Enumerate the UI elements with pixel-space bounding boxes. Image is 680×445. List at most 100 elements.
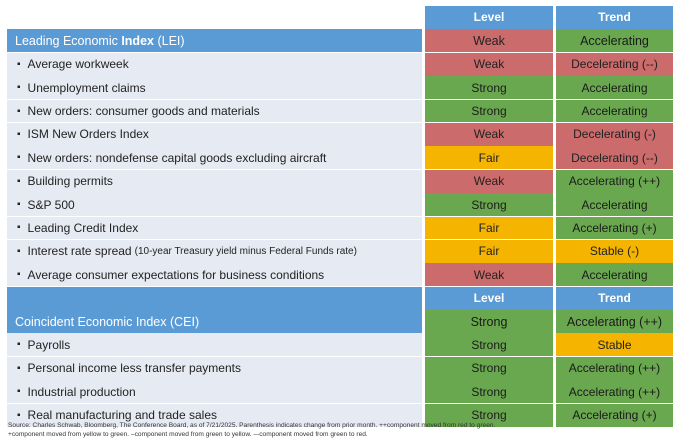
- component-trend-cell: Decelerating (--): [556, 146, 673, 170]
- component-row: ▪ Building permits Weak Accelerating (++): [7, 169, 673, 193]
- component-level-cell: Strong: [425, 356, 553, 380]
- component-row: ▪ Average consumer expectations for busin…: [7, 263, 673, 287]
- component-label-cell: ▪ Leading Credit Index: [7, 216, 422, 240]
- cei-component-rows: ▪ Payrolls Strong Stable ▪ Personal income le…: [7, 333, 673, 427]
- lei-section-row: Leading Economic Index (LEI) Weak Accele…: [7, 29, 673, 53]
- component-trend-cell: Accelerating: [556, 193, 673, 217]
- bullet-icon: ▪: [17, 409, 21, 421]
- component-level-cell: Strong: [425, 76, 553, 100]
- component-level-cell: Strong: [425, 403, 553, 427]
- component-label: Building permits: [27, 174, 113, 189]
- component-row: ▪ Interest rate spread (10-year Treasury y…: [7, 239, 673, 263]
- cei-section-row: Coincident Economic Index (CEI) Strong A…: [7, 310, 673, 333]
- component-row: ▪ ISM New Orders Index Weak Decelerating (-…: [7, 122, 673, 146]
- cei-level-cell: Strong: [425, 310, 553, 333]
- component-trend-cell: Accelerating: [556, 99, 673, 123]
- component-row: ▪ Personal income less transfer payments S…: [7, 356, 673, 380]
- bullet-icon: ▪: [17, 222, 21, 234]
- component-row: ▪ Industrial production Strong Accelerating…: [7, 380, 673, 404]
- component-label-cell: ▪ Average consumer expectations for busin…: [7, 263, 422, 287]
- cei-header-blank-cell: [7, 286, 422, 310]
- component-label: Unemployment claims: [27, 80, 146, 95]
- cei-column-header-row: Level Trend: [7, 286, 673, 310]
- component-label-cell: ▪ Average workweek: [7, 52, 422, 76]
- component-label: Interest rate spread: [27, 244, 132, 259]
- component-level-cell: Weak: [425, 122, 553, 146]
- component-row: ▪ New orders: nondefense capital goods ex…: [7, 146, 673, 170]
- component-trend-cell: Accelerating (++): [556, 380, 673, 404]
- component-row: ▪ Unemployment claims Strong Accelerating: [7, 76, 673, 100]
- component-level-cell: Strong: [425, 193, 553, 217]
- cei-trend-column-header: Trend: [556, 286, 673, 310]
- bullet-icon: ▪: [17, 82, 21, 94]
- component-label: ISM New Orders Index: [27, 127, 149, 142]
- component-trend-cell: Decelerating (-): [556, 122, 673, 146]
- component-level-cell: Fair: [425, 146, 553, 170]
- component-label-cell: ▪ ISM New Orders Index: [7, 122, 422, 146]
- bullet-icon: ▪: [17, 128, 21, 140]
- bullet-icon: ▪: [17, 386, 21, 398]
- bullet-icon: ▪: [17, 175, 21, 187]
- component-label-cell: ▪ New orders: nondefense capital goods ex…: [7, 146, 422, 170]
- component-label-cell: ▪ New orders: consumer goods and material…: [7, 99, 422, 123]
- component-trend-cell: Accelerating: [556, 263, 673, 287]
- component-level-cell: Strong: [425, 380, 553, 404]
- lei-title-suffix: (LEI): [153, 33, 185, 48]
- component-label-cell: ▪ Interest rate spread (10-year Treasury y…: [7, 239, 422, 263]
- trend-column-header: Trend: [556, 6, 673, 29]
- lei-title-bold: Index: [121, 33, 154, 48]
- bullet-icon: ▪: [17, 362, 21, 374]
- bullet-icon: ▪: [17, 245, 21, 257]
- component-trend-cell: Decelerating (--): [556, 52, 673, 76]
- component-label: Average consumer expectations for busine…: [27, 267, 325, 282]
- level-column-header: Level: [425, 6, 553, 29]
- component-trend-cell: Accelerating (++): [556, 169, 673, 193]
- component-label-cell: ▪ Unemployment claims: [7, 76, 422, 100]
- component-level-cell: Weak: [425, 263, 553, 287]
- cei-trend-cell: Accelerating (++): [556, 310, 673, 333]
- component-level-cell: Fair: [425, 216, 553, 240]
- footnote-line-1: Source: Charles Schwab, Bloomberg, The C…: [8, 422, 496, 429]
- economic-indicators-table: Level Trend Leading Economic Index (LEI)…: [7, 6, 673, 427]
- component-trend-cell: Accelerating (+): [556, 216, 673, 240]
- component-level-cell: Weak: [425, 52, 553, 76]
- bullet-icon: ▪: [17, 152, 21, 164]
- component-row: ▪ New orders: consumer goods and material…: [7, 99, 673, 123]
- component-trend-cell: Accelerating (++): [556, 356, 673, 380]
- component-label: New orders: nondefense capital goods exc…: [27, 150, 327, 165]
- column-header-row: Level Trend: [7, 6, 673, 29]
- component-trend-cell: Stable: [556, 333, 673, 357]
- bullet-icon: ▪: [17, 339, 21, 351]
- component-trend-cell: Stable (-): [556, 239, 673, 263]
- component-row: ▪ Leading Credit Index Fair Accelerating (+…: [7, 216, 673, 240]
- footnote-line-2: +component moved from yellow to green. –…: [8, 431, 368, 438]
- lei-title-prefix: Leading Economic: [15, 33, 122, 48]
- component-level-cell: Strong: [425, 333, 553, 357]
- cei-section-title: Coincident Economic Index (CEI): [7, 310, 422, 333]
- lei-trend-cell: Accelerating: [556, 29, 673, 53]
- bullet-icon: ▪: [17, 58, 21, 70]
- component-label: Leading Credit Index: [27, 220, 139, 235]
- component-label-cell: ▪ Real manufacturing and trade sales: [7, 403, 422, 427]
- component-label-cell: ▪ Payrolls: [7, 333, 422, 357]
- component-level-cell: Fair: [425, 239, 553, 263]
- lei-level-cell: Weak: [425, 29, 553, 53]
- component-row: ▪ Payrolls Strong Stable: [7, 333, 673, 357]
- component-label: New orders: consumer goods and materials: [27, 104, 260, 118]
- component-row: ▪ Real manufacturing and trade sales Stron…: [7, 403, 673, 427]
- lei-section-title: Leading Economic Index (LEI): [7, 29, 422, 53]
- component-row: ▪ S&P 500 Strong Accelerating: [7, 193, 673, 217]
- component-label: Industrial production: [27, 384, 136, 399]
- component-label: S&P 500: [27, 197, 75, 212]
- component-label-cell: ▪ S&P 500: [7, 193, 422, 217]
- component-level-cell: Strong: [425, 99, 553, 123]
- bullet-icon: ▪: [17, 269, 21, 281]
- component-label-cell: ▪ Personal income less transfer payments: [7, 356, 422, 380]
- component-label-cell: ▪ Building permits: [7, 169, 422, 193]
- component-label: Payrolls: [27, 337, 71, 352]
- component-trend-cell: Accelerating (+): [556, 403, 673, 427]
- header-blank-cell: [7, 6, 422, 29]
- component-sublabel: (10-year Treasury yield minus Federal Fu…: [134, 245, 357, 257]
- component-label: Average workweek: [27, 57, 129, 72]
- source-footnote: Source: Charles Schwab, Bloomberg, The C…: [8, 421, 673, 439]
